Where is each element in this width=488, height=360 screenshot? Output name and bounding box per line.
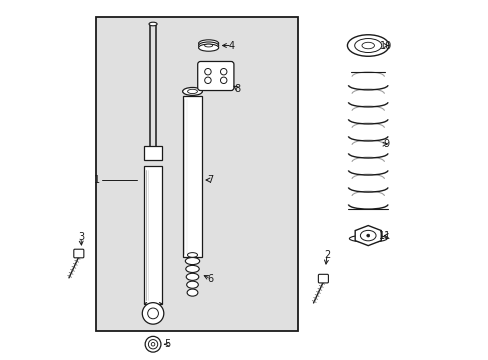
- Text: 4: 4: [228, 41, 235, 50]
- Text: 6: 6: [207, 274, 213, 284]
- Ellipse shape: [185, 257, 199, 265]
- Ellipse shape: [198, 40, 218, 47]
- Ellipse shape: [198, 42, 218, 49]
- Text: 2: 2: [323, 250, 329, 260]
- Ellipse shape: [187, 289, 198, 296]
- Ellipse shape: [187, 89, 197, 94]
- Circle shape: [142, 303, 163, 324]
- Ellipse shape: [187, 253, 197, 257]
- Text: 10: 10: [379, 41, 391, 50]
- Circle shape: [220, 77, 226, 84]
- FancyBboxPatch shape: [318, 274, 328, 283]
- Ellipse shape: [198, 44, 218, 51]
- Circle shape: [147, 308, 158, 319]
- FancyBboxPatch shape: [197, 62, 233, 90]
- Circle shape: [204, 77, 211, 84]
- Text: 11: 11: [379, 231, 391, 240]
- Bar: [144, 166, 162, 304]
- Ellipse shape: [346, 35, 388, 56]
- FancyBboxPatch shape: [74, 249, 83, 258]
- Ellipse shape: [149, 22, 157, 26]
- Ellipse shape: [186, 281, 198, 288]
- Ellipse shape: [354, 39, 381, 53]
- Circle shape: [366, 234, 369, 237]
- Circle shape: [151, 342, 155, 346]
- Ellipse shape: [185, 265, 199, 273]
- Text: 8: 8: [234, 84, 240, 94]
- Ellipse shape: [186, 273, 198, 280]
- Bar: [182, 96, 202, 257]
- Circle shape: [148, 339, 158, 349]
- Text: 7: 7: [207, 175, 213, 185]
- Ellipse shape: [204, 44, 212, 47]
- Bar: [144, 146, 162, 160]
- Bar: [96, 17, 298, 330]
- Text: 9: 9: [382, 139, 388, 149]
- Circle shape: [145, 336, 161, 352]
- Text: 5: 5: [164, 339, 170, 349]
- Ellipse shape: [361, 42, 374, 49]
- Text: 1: 1: [94, 175, 100, 185]
- Circle shape: [204, 68, 211, 75]
- Ellipse shape: [349, 235, 386, 242]
- Text: 3: 3: [78, 232, 84, 242]
- Circle shape: [220, 68, 226, 75]
- Ellipse shape: [182, 87, 202, 95]
- Ellipse shape: [360, 230, 375, 241]
- Polygon shape: [354, 226, 381, 246]
